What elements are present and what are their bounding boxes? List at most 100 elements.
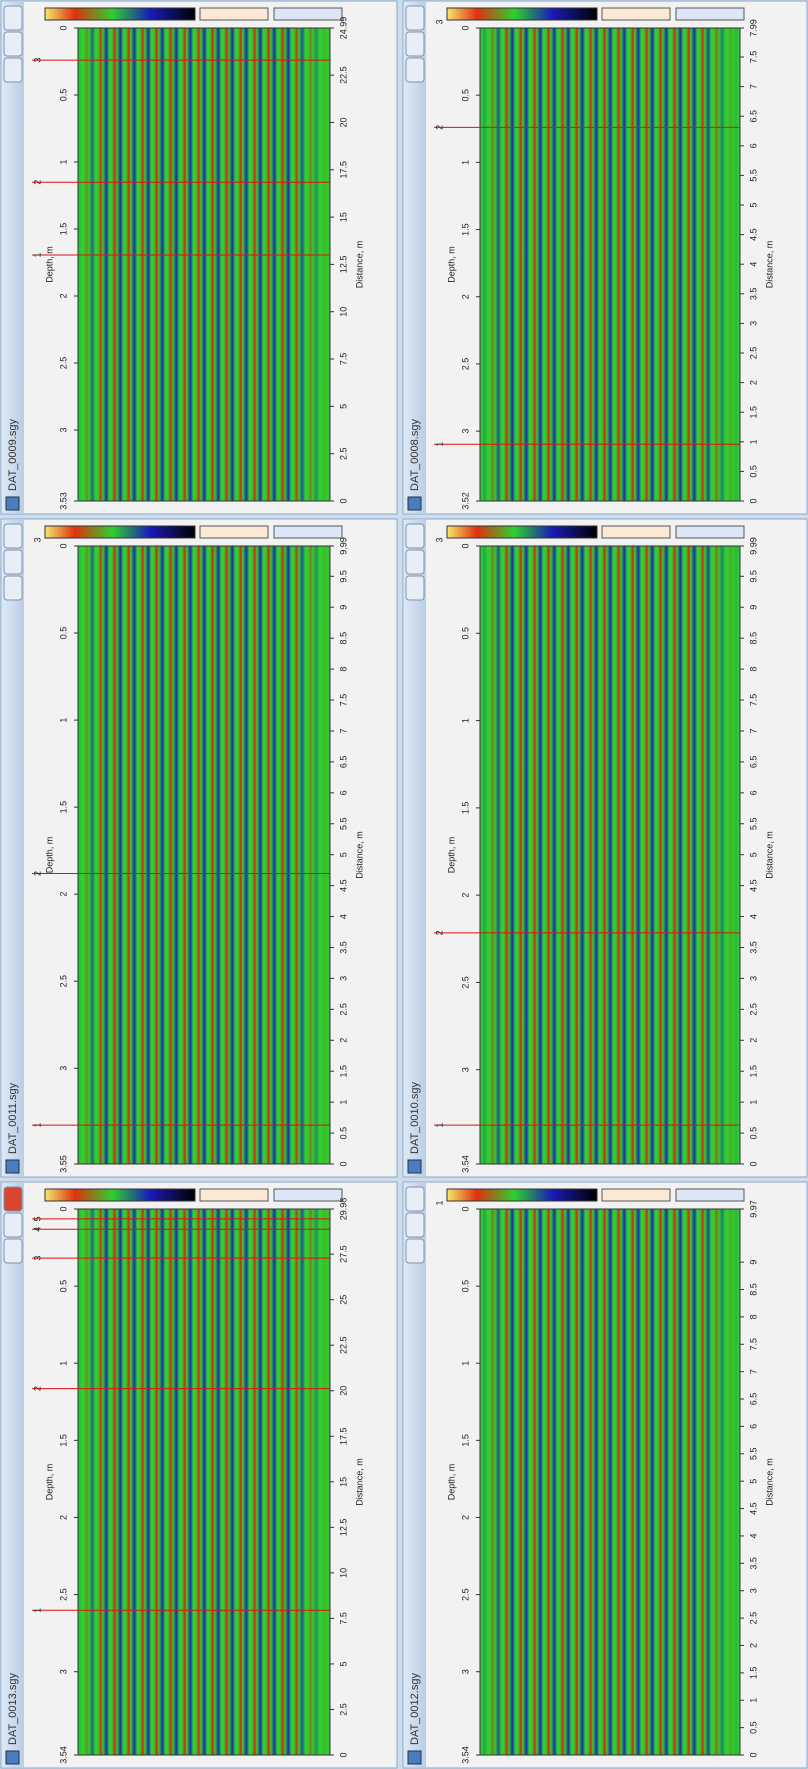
- depth-tick-label: 2: [460, 1515, 470, 1520]
- maximize-button[interactable]: [4, 1213, 22, 1237]
- distance-tick-label: 3: [338, 976, 348, 981]
- distance-tick-label: 8: [748, 667, 758, 672]
- filter-control[interactable]: [274, 526, 342, 538]
- distance-tick-label: 5.5: [748, 169, 758, 182]
- distance-tick-label: 0: [748, 498, 758, 503]
- marker-label: 2: [32, 180, 42, 185]
- distance-tick-label: 12.5: [338, 256, 348, 274]
- minimize-button[interactable]: [406, 58, 424, 82]
- minimize-button[interactable]: [4, 58, 22, 82]
- title-bar: [404, 520, 426, 1176]
- marker-label: 1: [434, 1123, 444, 1128]
- maximize-button[interactable]: [4, 32, 22, 56]
- distance-tick-label: 6: [748, 790, 758, 795]
- maximize-button[interactable]: [4, 550, 22, 574]
- depth-tick-label: 1.5: [58, 1434, 68, 1447]
- gain-control[interactable]: [602, 8, 670, 20]
- distance-axis-title: Distance, m: [354, 1458, 364, 1506]
- colorbar: [45, 1189, 195, 1201]
- distance-tick-label: 7.5: [338, 353, 348, 366]
- window-icon: [408, 1160, 421, 1173]
- distance-tick-label: 3: [748, 321, 758, 326]
- distance-tick-label: 4: [338, 914, 348, 919]
- distance-tick-label: 3: [748, 976, 758, 981]
- distance-tick-label: 3.5: [748, 288, 758, 301]
- distance-tick-label: 0.5: [338, 1127, 348, 1140]
- depth-axis-title: Depth, m: [446, 1464, 456, 1501]
- distance-tick-label: 10: [338, 1568, 348, 1578]
- radargram-shade: [480, 28, 740, 501]
- maximize-button[interactable]: [406, 550, 424, 574]
- distance-tick-label: 7.5: [338, 1612, 348, 1625]
- distance-tick-label: 7.5: [338, 694, 348, 707]
- distance-tick-label: 5.5: [748, 818, 758, 831]
- window-title: DAT_0011.sgy: [7, 1082, 19, 1154]
- distance-tick-label: 5: [338, 404, 348, 409]
- distance-tick-label: 5: [748, 1479, 758, 1484]
- radargram-shade: [78, 28, 330, 501]
- window-icon: [408, 497, 421, 510]
- filter-control[interactable]: [676, 8, 744, 20]
- depth-tick-label: 1: [58, 718, 68, 723]
- close-button[interactable]: [406, 6, 424, 30]
- distance-tick-label: 8.5: [748, 632, 758, 645]
- gain-control[interactable]: [602, 1189, 670, 1201]
- depth-tick-label: 0.5: [58, 627, 68, 640]
- filter-control[interactable]: [676, 1189, 744, 1201]
- depth-tick-label: 3.54: [460, 1155, 470, 1173]
- minimize-button[interactable]: [4, 576, 22, 600]
- minimize-button[interactable]: [406, 1239, 424, 1263]
- distance-tick-label: 1.5: [748, 1065, 758, 1078]
- depth-tick-label: 3: [58, 1669, 68, 1674]
- maximize-button[interactable]: [406, 32, 424, 56]
- distance-tick-label: 1: [748, 1698, 758, 1703]
- gain-control[interactable]: [200, 8, 268, 20]
- marker-label: 2: [32, 871, 42, 876]
- depth-tick-label: 3: [460, 429, 470, 434]
- distance-tick-label: 7: [748, 84, 758, 89]
- gain-control[interactable]: [602, 526, 670, 538]
- filter-control[interactable]: [274, 1189, 342, 1201]
- depth-tick-label: 2.5: [460, 1588, 470, 1601]
- window-title: DAT_0013.sgy: [7, 1673, 19, 1745]
- maximize-button[interactable]: [406, 1213, 424, 1237]
- close-button[interactable]: [4, 1187, 22, 1211]
- colorbar: [447, 8, 597, 20]
- distance-tick-label: 0: [748, 1161, 758, 1166]
- distance-tick-label: 25: [338, 1295, 348, 1305]
- distance-tick-label: 17.5: [338, 161, 348, 179]
- depth-tick-label: 2.5: [58, 975, 68, 988]
- gain-control[interactable]: [200, 1189, 268, 1201]
- distance-tick-label: 9.99: [748, 537, 758, 555]
- close-button[interactable]: [4, 6, 22, 30]
- window-title: DAT_0012.sgy: [409, 1673, 421, 1745]
- gain-control[interactable]: [200, 526, 268, 538]
- close-button[interactable]: [406, 524, 424, 548]
- depth-tick-label: 1.5: [460, 802, 470, 815]
- depth-axis-title: Depth, m: [44, 1464, 54, 1501]
- close-button[interactable]: [4, 524, 22, 548]
- distance-tick-label: 15: [338, 212, 348, 222]
- distance-tick-label: 1.5: [338, 1065, 348, 1078]
- depth-tick-label: 0.5: [460, 627, 470, 640]
- distance-tick-label: 7.5: [748, 694, 758, 707]
- minimize-button[interactable]: [406, 576, 424, 600]
- distance-tick-label: 6.5: [748, 1393, 758, 1406]
- depth-tick-label: 2.5: [58, 1588, 68, 1601]
- filter-control[interactable]: [676, 526, 744, 538]
- minimize-button[interactable]: [4, 1239, 22, 1263]
- marker-label: 5: [32, 1216, 42, 1221]
- distance-tick-label: 17.5: [338, 1428, 348, 1446]
- filter-control[interactable]: [274, 8, 342, 20]
- depth-tick-label: 0: [460, 1206, 470, 1211]
- close-button[interactable]: [406, 1187, 424, 1211]
- depth-tick-label: 1.5: [460, 1434, 470, 1447]
- screenshot: DAT_0009.sgy00.511.522.533.53Depth, m02.…: [0, 0, 808, 1769]
- distance-tick-label: 2.5: [748, 1003, 758, 1016]
- colorbar: [447, 526, 597, 538]
- distance-tick-label: 9.99: [338, 537, 348, 555]
- depth-axis-title: Depth, m: [44, 246, 54, 283]
- distance-tick-label: 20: [338, 117, 348, 127]
- distance-axis-title: Distance, m: [764, 1458, 774, 1506]
- distance-axis-title: Distance, m: [764, 831, 774, 879]
